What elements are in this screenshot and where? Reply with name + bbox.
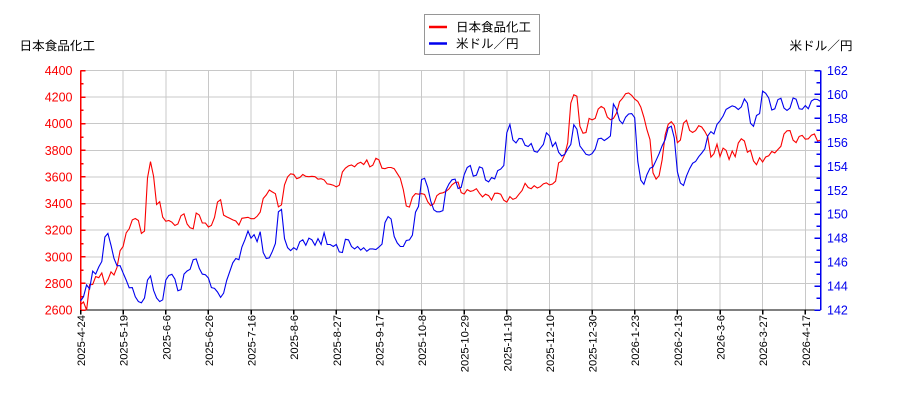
svg-text:2025-5-19: 2025-5-19 <box>119 315 131 366</box>
svg-text:2025-4-24: 2025-4-24 <box>76 315 88 366</box>
svg-text:3200: 3200 <box>45 224 73 238</box>
svg-text:2025-10-8: 2025-10-8 <box>417 315 429 366</box>
svg-text:2026-2-13: 2026-2-13 <box>673 315 685 366</box>
svg-text:2026-3-27: 2026-3-27 <box>758 315 770 366</box>
svg-text:3400: 3400 <box>45 197 73 211</box>
svg-text:154: 154 <box>827 160 848 174</box>
svg-text:162: 162 <box>827 64 848 78</box>
svg-text:2025-8-27: 2025-8-27 <box>332 315 344 366</box>
svg-text:2026-1-23: 2026-1-23 <box>630 315 642 366</box>
svg-text:2025-11-19: 2025-11-19 <box>502 315 514 371</box>
svg-text:4000: 4000 <box>45 117 73 131</box>
svg-text:4200: 4200 <box>45 91 73 105</box>
svg-text:2025-12-30: 2025-12-30 <box>588 315 600 372</box>
svg-text:148: 148 <box>827 232 848 246</box>
svg-text:2025-7-16: 2025-7-16 <box>247 315 259 366</box>
svg-text:2025-12-10: 2025-12-10 <box>545 315 557 372</box>
svg-text:2025-8-6: 2025-8-6 <box>289 315 301 360</box>
svg-text:152: 152 <box>827 184 848 198</box>
svg-text:3000: 3000 <box>45 250 73 264</box>
svg-text:2026-3-6: 2026-3-6 <box>716 315 728 360</box>
svg-text:156: 156 <box>827 136 848 150</box>
svg-text:4400: 4400 <box>45 64 73 78</box>
svg-text:2025-6-6: 2025-6-6 <box>161 315 173 360</box>
svg-text:146: 146 <box>827 256 848 270</box>
svg-text:2025-10-29: 2025-10-29 <box>460 315 472 372</box>
svg-text:3800: 3800 <box>45 144 73 158</box>
svg-text:144: 144 <box>827 280 848 294</box>
svg-text:3600: 3600 <box>45 170 73 184</box>
svg-text:158: 158 <box>827 112 848 126</box>
svg-text:2600: 2600 <box>45 304 73 318</box>
svg-text:2800: 2800 <box>45 277 73 291</box>
svg-text:2025-6-26: 2025-6-26 <box>204 315 216 366</box>
svg-text:150: 150 <box>827 208 848 222</box>
svg-text:160: 160 <box>827 88 848 102</box>
svg-text:2026-4-17: 2026-4-17 <box>801 315 813 366</box>
svg-text:142: 142 <box>827 304 848 318</box>
svg-text:2025-9-17: 2025-9-17 <box>374 315 386 366</box>
